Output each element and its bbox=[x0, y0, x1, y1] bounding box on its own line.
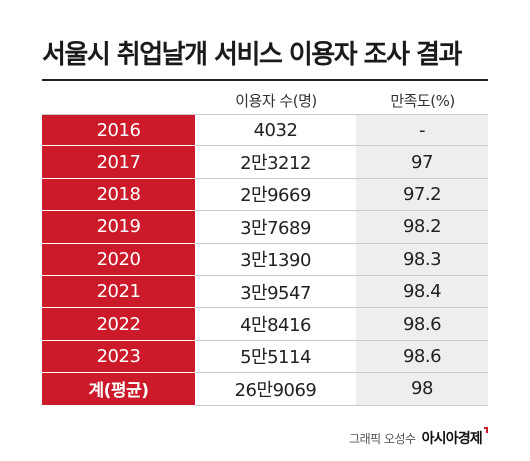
table-row: 2023 5만5114 98.6 bbox=[42, 340, 488, 374]
users-cell: 26만9069 bbox=[234, 379, 317, 401]
column-header-satisfaction: 만족도(%) bbox=[390, 91, 455, 110]
year-cell: 2016 bbox=[42, 115, 195, 147]
data-table: 2016 4032 - 2017 2만3212 97 2018 2만9669 97.2 2019 3… bbox=[42, 114, 488, 406]
chart-title: 서울시 취업날개 서비스 이용자 조사 결과 bbox=[42, 40, 462, 70]
satisfaction-cell: 98.3 bbox=[356, 243, 488, 275]
year-cell: 2018 bbox=[42, 178, 195, 212]
year-cell: 2023 bbox=[42, 340, 195, 374]
satisfaction-cell: 98.6 bbox=[356, 340, 488, 373]
year-cell: 2022 bbox=[42, 308, 195, 341]
table-row: 2017 2만3212 97 bbox=[42, 146, 488, 179]
credit: 그래픽 오성수 아시아경제 bbox=[349, 427, 488, 448]
table-row: 2020 3만1390 98.3 bbox=[42, 243, 488, 276]
users-cell: 2만9669 bbox=[240, 185, 311, 207]
year-cell: 2019 bbox=[42, 211, 195, 244]
year-cell: 2017 bbox=[42, 146, 195, 179]
year-cell: 2021 bbox=[42, 275, 195, 309]
table-row: 2021 3만9547 98.4 bbox=[42, 275, 488, 309]
credit-label: 그래픽 오성수 bbox=[349, 432, 416, 446]
table-row: 2022 4만8416 98.6 bbox=[42, 308, 488, 341]
satisfaction-cell: 97.2 bbox=[356, 178, 488, 211]
satisfaction-cell: 98.6 bbox=[356, 308, 488, 340]
brand-logo: 아시아경제 bbox=[421, 427, 488, 448]
year-cell: 2020 bbox=[42, 243, 195, 276]
title-divider bbox=[42, 79, 488, 81]
users-cell: 4만8416 bbox=[240, 315, 311, 337]
table-row: 2016 4032 - bbox=[42, 114, 488, 147]
users-cell: 3만7689 bbox=[240, 217, 311, 239]
users-cell: 3만1390 bbox=[240, 250, 311, 272]
users-cell: 3만9547 bbox=[240, 282, 311, 304]
table-row: 2019 3만7689 98.2 bbox=[42, 211, 488, 244]
satisfaction-cell: - bbox=[356, 115, 488, 146]
users-cell: 2만3212 bbox=[240, 153, 311, 175]
satisfaction-cell: 98 bbox=[356, 373, 488, 405]
satisfaction-cell: 98.2 bbox=[356, 211, 488, 243]
brand-name: 아시아경제 bbox=[421, 431, 483, 447]
satisfaction-cell: 98.4 bbox=[356, 275, 488, 308]
brand-mark-icon bbox=[484, 427, 488, 433]
year-cell: 계(평균) bbox=[42, 373, 195, 406]
table-row: 계(평균) 26만9069 98 bbox=[42, 373, 488, 406]
table-row: 2018 2만9669 97.2 bbox=[42, 178, 488, 212]
column-header-users: 이용자 수(명) bbox=[235, 91, 317, 110]
satisfaction-cell: 97 bbox=[356, 146, 488, 178]
users-cell: 5만5114 bbox=[240, 347, 311, 369]
users-cell: 4032 bbox=[253, 119, 298, 141]
